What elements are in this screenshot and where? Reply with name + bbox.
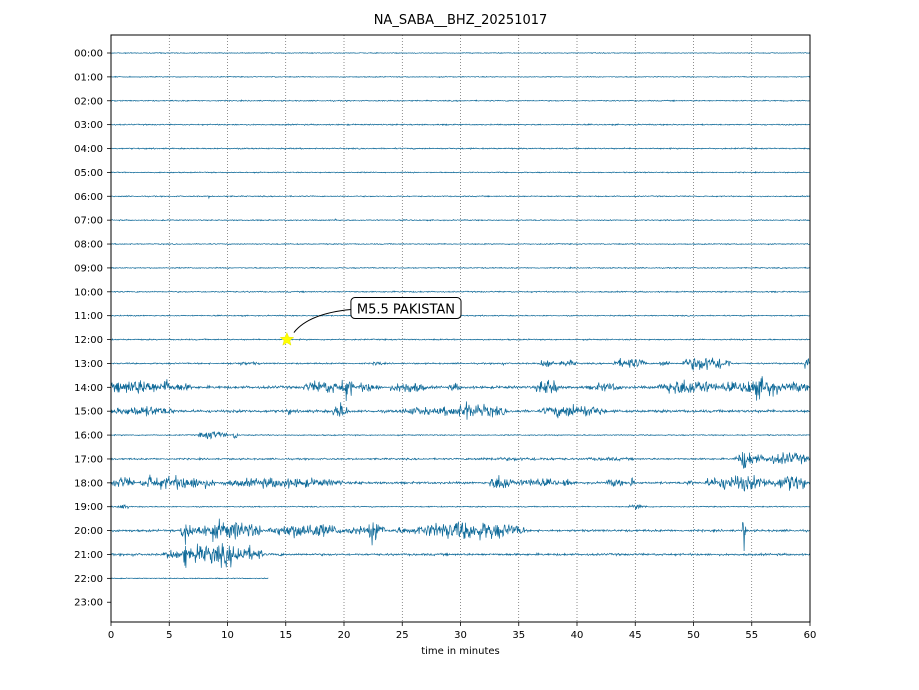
y-tick-label: 00:00 xyxy=(74,49,103,60)
x-tick-label: 50 xyxy=(687,630,700,641)
x-tick-label: 10 xyxy=(221,630,234,641)
trace-0800 xyxy=(110,242,811,246)
x-tick-label: 0 xyxy=(108,630,114,641)
trace-1900 xyxy=(110,503,811,510)
y-tick-label: 13:00 xyxy=(74,359,103,370)
y-tick-label: 03:00 xyxy=(74,120,103,131)
trace-0400 xyxy=(110,146,811,151)
trace-2100 xyxy=(110,543,810,568)
annotation-box xyxy=(350,297,462,320)
trace-0700 xyxy=(110,218,811,222)
x-axis-ticks: 0 5 10 15 20 25 30 35 40 45 50 55 60 xyxy=(108,622,817,641)
y-tick-label: 11:00 xyxy=(74,311,103,322)
y-tick-label: 14:00 xyxy=(74,383,103,394)
x-axis-label: time in minutes xyxy=(421,646,500,657)
x-tick-label: 25 xyxy=(396,630,409,641)
y-tick-label: 06:00 xyxy=(74,192,103,203)
y-tick-label: 16:00 xyxy=(74,431,103,442)
x-tick-label: 5 xyxy=(166,630,172,641)
y-tick-label: 07:00 xyxy=(74,216,103,227)
chart-title: NA_SABA__BHZ_20251017 xyxy=(374,13,548,28)
x-tick-label: 35 xyxy=(512,630,525,641)
trace-0000 xyxy=(110,51,811,55)
vertical-gridlines xyxy=(168,35,753,622)
x-tick-label: 55 xyxy=(745,630,758,641)
annotation-group: M5.5 PAKISTAN xyxy=(279,297,462,346)
y-tick-label: 20:00 xyxy=(74,526,103,537)
y-tick-label: 19:00 xyxy=(74,502,103,513)
x-tick-label: 30 xyxy=(454,630,467,641)
trace-0200 xyxy=(110,99,811,103)
y-tick-label: 01:00 xyxy=(74,72,103,83)
y-tick-label: 08:00 xyxy=(74,240,103,251)
y-tick-label: 15:00 xyxy=(74,407,103,418)
trace-0500 xyxy=(110,170,811,174)
y-tick-label: 10:00 xyxy=(74,287,103,298)
trace-0300 xyxy=(110,123,811,127)
trace-0900 xyxy=(110,266,811,270)
annotation-label: M5.5 PAKISTAN xyxy=(357,303,455,318)
trace-0100 xyxy=(110,75,811,79)
y-tick-label: 02:00 xyxy=(74,96,103,107)
trace-1800 xyxy=(110,474,811,492)
trace-1000 xyxy=(110,290,811,294)
y-tick-label: 18:00 xyxy=(74,478,103,489)
trace-2200 xyxy=(111,577,269,580)
x-tick-label: 45 xyxy=(629,630,642,641)
trace-1500 xyxy=(110,401,811,420)
trace-1700 xyxy=(110,451,811,469)
trace-1400 xyxy=(110,376,811,402)
y-tick-label: 12:00 xyxy=(74,335,103,346)
trace-group xyxy=(110,51,811,580)
x-tick-label: 60 xyxy=(804,630,817,641)
y-axis-ticks: 00:00 01:00 02:00 03:00 04:00 05:00 06:00 07:00… xyxy=(74,49,111,609)
x-tick-label: 20 xyxy=(338,630,351,641)
y-tick-label: 04:00 xyxy=(74,144,103,155)
x-tick-label: 40 xyxy=(571,630,584,641)
y-tick-label: 09:00 xyxy=(74,263,103,274)
trace-1600 xyxy=(110,431,811,440)
y-tick-label: 21:00 xyxy=(74,550,103,561)
y-tick-label: 22:00 xyxy=(74,574,103,585)
event-star-marker xyxy=(279,331,295,346)
y-tick-label: 23:00 xyxy=(74,598,103,609)
x-tick-label: 15 xyxy=(279,630,292,641)
trace-1200 xyxy=(110,338,811,342)
trace-0600 xyxy=(110,194,811,200)
trace-2000 xyxy=(110,518,810,552)
y-tick-label: 05:00 xyxy=(74,168,103,179)
trace-1300 xyxy=(110,357,811,371)
y-tick-label: 17:00 xyxy=(74,454,103,465)
annotation-connector xyxy=(293,309,351,333)
